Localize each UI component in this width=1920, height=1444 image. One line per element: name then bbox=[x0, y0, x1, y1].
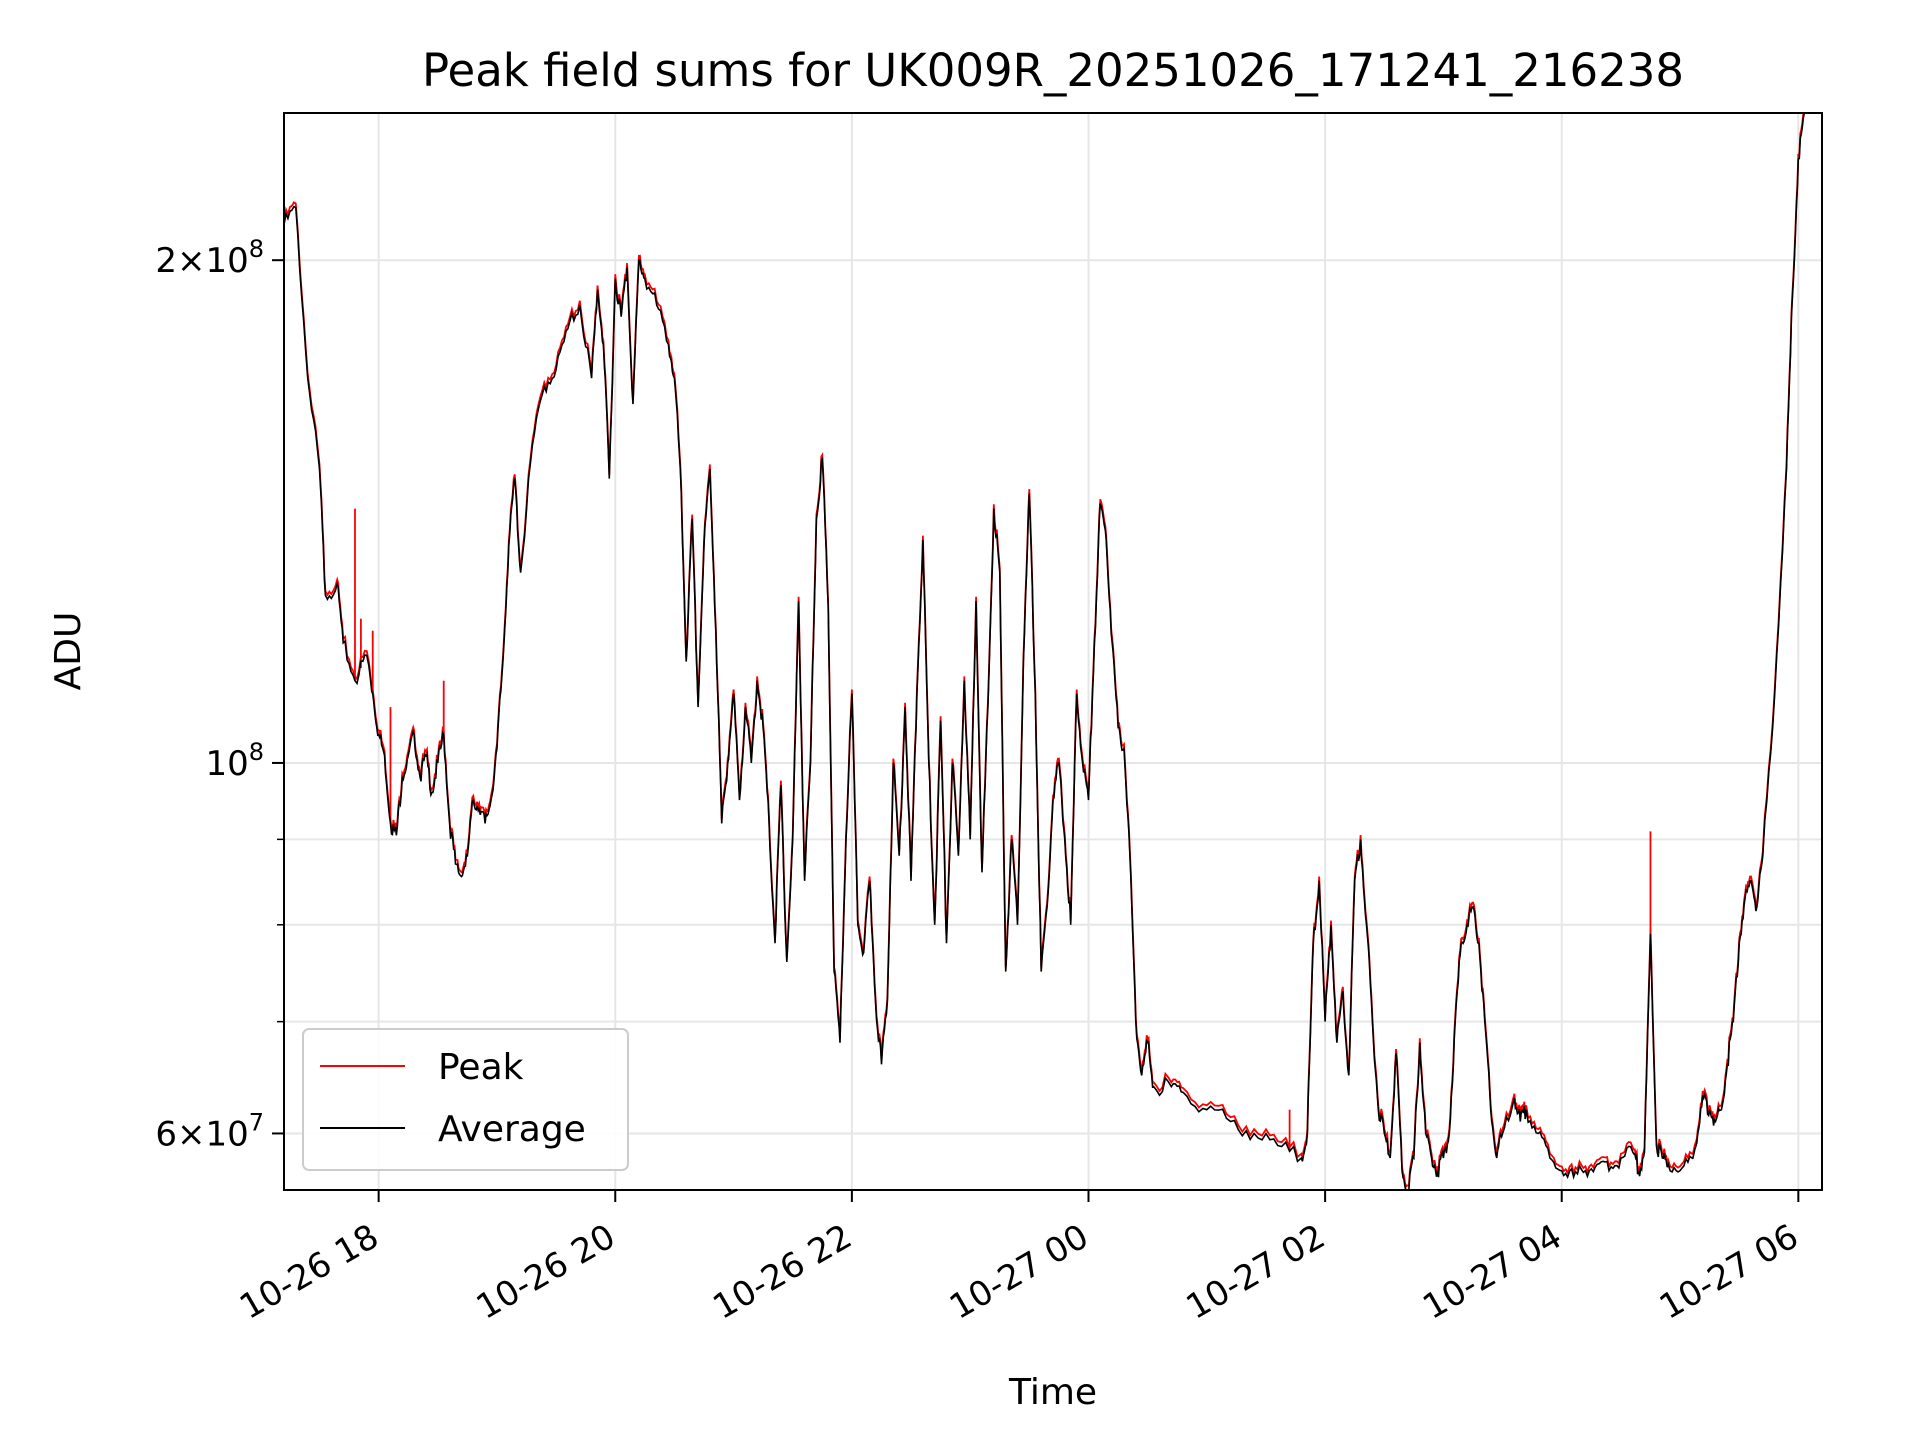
y-tick-label-base: 10 bbox=[205, 744, 248, 784]
plot-frame bbox=[283, 112, 1823, 1191]
x-axis-label: Time bbox=[1008, 1372, 1097, 1413]
y-tick-label-exponent: 8 bbox=[249, 235, 264, 263]
y-tick-label-exponent: 8 bbox=[249, 738, 264, 766]
y-tick-label-exponent: 7 bbox=[249, 1108, 264, 1136]
legend-label-peak: Peak bbox=[438, 1047, 524, 1088]
y-tick-label-base: 2×10 bbox=[155, 241, 248, 281]
series-line-average bbox=[284, 113, 1806, 1190]
y-tick-label: 2×108 bbox=[155, 235, 264, 281]
y-axis-label: ADU bbox=[48, 612, 89, 691]
legend-box bbox=[302, 1028, 629, 1171]
y-tick-label: 108 bbox=[205, 738, 264, 784]
grid bbox=[284, 113, 1822, 1190]
series-layer bbox=[284, 113, 1806, 1190]
legend: Peak Average bbox=[302, 1028, 629, 1171]
y-tick-label: 6×107 bbox=[155, 1108, 264, 1154]
chart-title: Peak field sums for UK009R_20251026_1712… bbox=[422, 44, 1684, 97]
legend-label-average: Average bbox=[438, 1109, 586, 1150]
y-tick-label-base: 6×10 bbox=[155, 1114, 248, 1154]
